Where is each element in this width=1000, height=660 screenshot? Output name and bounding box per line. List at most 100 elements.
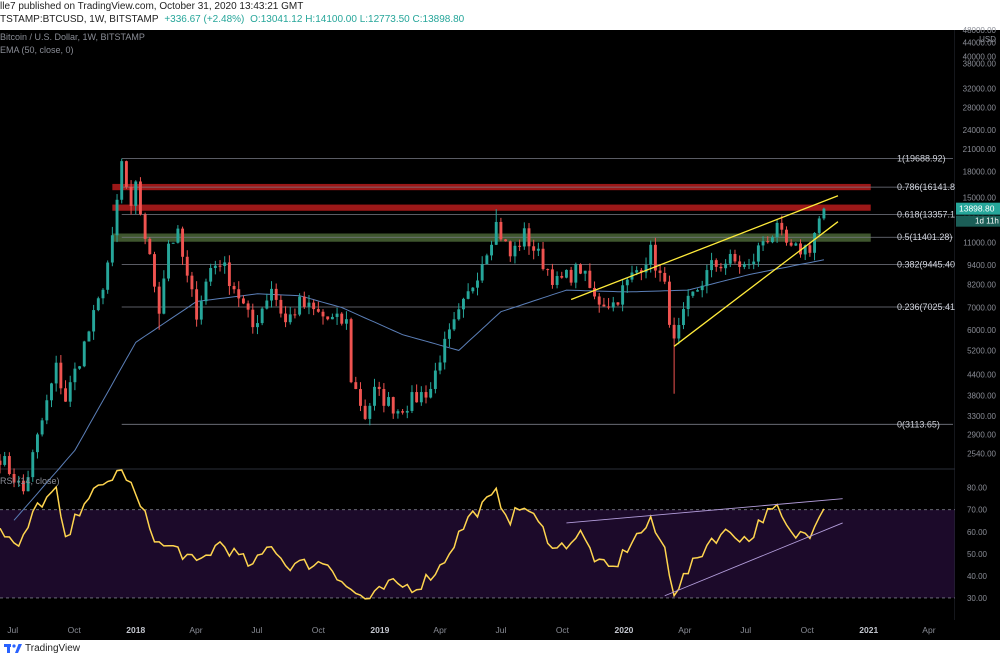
publish-info: lle7 published on TradingView.com, Octob… <box>0 1 304 12</box>
price-tick-label: 2900.00 <box>967 431 996 440</box>
candle-body <box>770 237 774 243</box>
channel-trendline <box>673 221 839 347</box>
price-change: +336.67 (+2.48%) <box>164 14 245 25</box>
candle-body <box>176 228 180 243</box>
price-zones <box>112 183 871 242</box>
candle-body <box>148 238 152 255</box>
candle-body <box>335 313 339 317</box>
candle-body <box>480 264 484 281</box>
candle-body <box>550 269 554 285</box>
candle-body <box>649 244 653 265</box>
candle-body <box>611 302 615 308</box>
candle-body <box>803 245 807 255</box>
candle-body <box>738 261 742 267</box>
candle-body <box>705 270 709 286</box>
candle-body <box>756 245 760 262</box>
candle-body <box>494 221 498 245</box>
candle-body <box>799 243 802 255</box>
candle-body <box>719 266 723 269</box>
series-legend: Bitcoin / U.S. Dollar, 1W, BITSTAMP <box>0 32 145 42</box>
price-tick-label: 40000.00 <box>963 52 997 61</box>
candle-body <box>789 242 793 246</box>
candle-body <box>583 270 587 274</box>
time-tick-label: Jul <box>740 625 751 635</box>
last-price-label: 13898.80 <box>959 204 995 214</box>
brand-name: TradingView <box>25 643 81 655</box>
candle-body <box>635 270 639 273</box>
candle-body <box>12 473 16 483</box>
candle-body <box>794 243 798 246</box>
ohlc-values: O:13041.12 H:14100.00 L:12773.50 C:13898… <box>250 14 465 25</box>
candle-body <box>785 229 788 243</box>
price-tick-label: 5200.00 <box>967 346 996 355</box>
candle-body <box>298 296 302 315</box>
candle-body <box>667 281 671 325</box>
candle-body <box>246 303 250 310</box>
candle-body <box>340 313 344 324</box>
price-tick-label: 8200.00 <box>967 281 996 290</box>
rsi-band-fill <box>0 509 955 598</box>
time-tick-label: Oct <box>801 625 815 635</box>
candle-body <box>21 480 25 492</box>
time-tick-label: 2019 <box>370 625 389 635</box>
candle-body <box>700 285 704 291</box>
candle-body <box>752 261 756 265</box>
candle-body <box>223 262 227 266</box>
candle-body <box>602 304 606 307</box>
candle-body <box>87 331 91 342</box>
candle-body <box>195 289 199 320</box>
candle-body <box>419 392 423 403</box>
candle-body <box>373 386 376 406</box>
candle-body <box>7 456 11 474</box>
candle-body <box>513 245 517 257</box>
candle-body <box>564 269 568 278</box>
candle-body <box>344 319 348 324</box>
rsi-tick-label: 60.00 <box>967 528 988 537</box>
candle-body <box>522 228 526 247</box>
tradingview-logo: TradingView <box>4 643 80 654</box>
channel-trendline <box>570 195 839 301</box>
rsi-tick-label: 30.00 <box>967 594 988 603</box>
price-tick-label: 15000.00 <box>963 194 997 203</box>
candle-body <box>639 270 643 273</box>
candle-body <box>284 313 288 323</box>
time-tick-label: 2020 <box>614 625 633 635</box>
time-tick-label: Apr <box>922 625 935 635</box>
candle-body <box>59 362 63 389</box>
candle-body <box>625 279 629 286</box>
candle-body <box>213 265 217 268</box>
price-tick-label: 2540.00 <box>967 450 996 459</box>
candle-body <box>588 270 592 288</box>
candle-body <box>162 278 166 314</box>
rsi-line <box>0 469 825 600</box>
rsi-tick-label: 70.00 <box>967 506 988 515</box>
candle-body <box>696 290 699 292</box>
symbol-summary: TSTAMP:BTCUSD, 1W, BITSTAMP +336.67 (+2.… <box>0 14 467 25</box>
fib-label: 0.382(9445.40) <box>897 259 958 269</box>
candle-body <box>429 388 433 398</box>
candle-body <box>462 298 465 310</box>
candle-body <box>724 263 728 269</box>
candle-body <box>742 264 746 267</box>
candle-body <box>312 302 316 310</box>
candle-body <box>68 382 72 402</box>
candle-body <box>307 302 311 307</box>
candle-body <box>728 253 732 264</box>
time-tick-label: Oct <box>556 625 570 635</box>
candle-body <box>190 275 194 290</box>
candlesticks <box>0 158 826 495</box>
candle-body <box>92 310 96 332</box>
candle-body <box>78 366 82 369</box>
candle-body <box>54 362 58 384</box>
candle-body <box>504 239 508 242</box>
candle-body <box>241 298 245 304</box>
candle-body <box>813 232 817 253</box>
candle-body <box>555 276 559 285</box>
candle-body <box>377 386 381 390</box>
candle-body <box>50 383 53 401</box>
fib-label: 0.786(16141.81) <box>897 182 963 192</box>
fib-label: 0.5(11401.28) <box>897 232 952 242</box>
candle-body <box>536 248 540 251</box>
rsi-tick-label: 40.00 <box>967 572 988 581</box>
